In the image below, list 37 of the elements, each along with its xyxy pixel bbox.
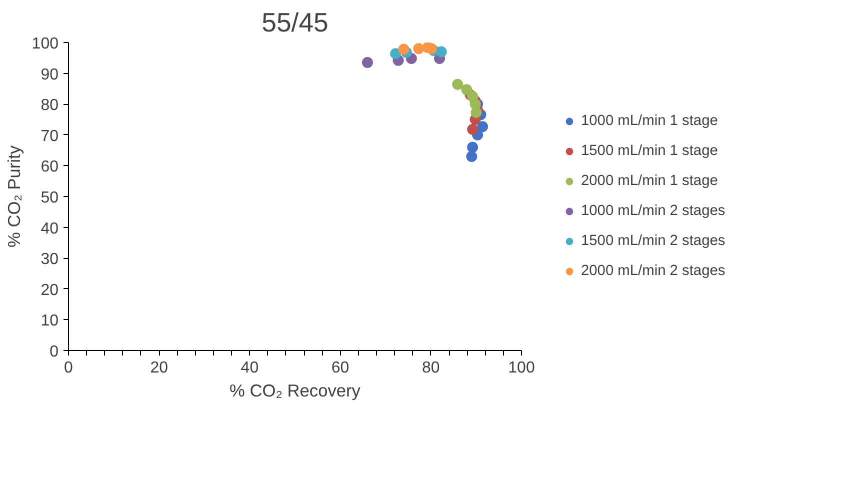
- x-tick-label: 0: [64, 360, 74, 376]
- legend-label: 1000 mL/min 1 stage: [581, 113, 718, 129]
- point: [467, 124, 478, 135]
- chart-title: 55/45: [262, 8, 328, 38]
- legend-label: 1500 mL/min 2 stages: [581, 233, 726, 249]
- legend-label: 1500 mL/min 1 stage: [581, 143, 718, 159]
- legend-label: 1000 mL/min 2 stages: [581, 203, 726, 219]
- y-tick-label: 70: [40, 128, 59, 145]
- x-tick-label: 60: [331, 360, 350, 376]
- point: [436, 46, 447, 58]
- x-tick-label: 20: [150, 360, 168, 376]
- y-tick-label: 30: [40, 251, 59, 268]
- y-tick-label: 90: [40, 66, 59, 84]
- legend-label: 2000 mL/min 1 stage: [581, 173, 718, 189]
- point: [477, 121, 488, 132]
- point: [452, 78, 464, 90]
- point: [362, 57, 373, 68]
- y-tick-label: 60: [40, 158, 59, 176]
- x-tick-label: 40: [240, 360, 259, 376]
- point: [466, 150, 478, 162]
- y-tick-label: 10: [40, 312, 59, 330]
- y-tick-label: 20: [40, 282, 59, 299]
- y-tick-label: 40: [40, 220, 59, 238]
- point: [461, 84, 472, 96]
- x-tick-label: 100: [508, 360, 535, 376]
- y-axis-title: % CO₂ Purity: [4, 145, 24, 248]
- legend-label: 2000 mL/min 2 stages: [581, 263, 726, 279]
- y-tick-label: 50: [40, 190, 59, 206]
- x-tick-label: 80: [422, 360, 440, 376]
- y-tick-label: 0: [50, 344, 59, 360]
- point: [413, 43, 424, 54]
- y-tick-label: 100: [32, 36, 59, 52]
- x-axis-title: % CO₂ Recovery: [230, 380, 361, 400]
- point: [398, 44, 410, 55]
- point: [467, 142, 478, 153]
- y-tick-label: 80: [40, 97, 59, 114]
- point: [390, 48, 402, 60]
